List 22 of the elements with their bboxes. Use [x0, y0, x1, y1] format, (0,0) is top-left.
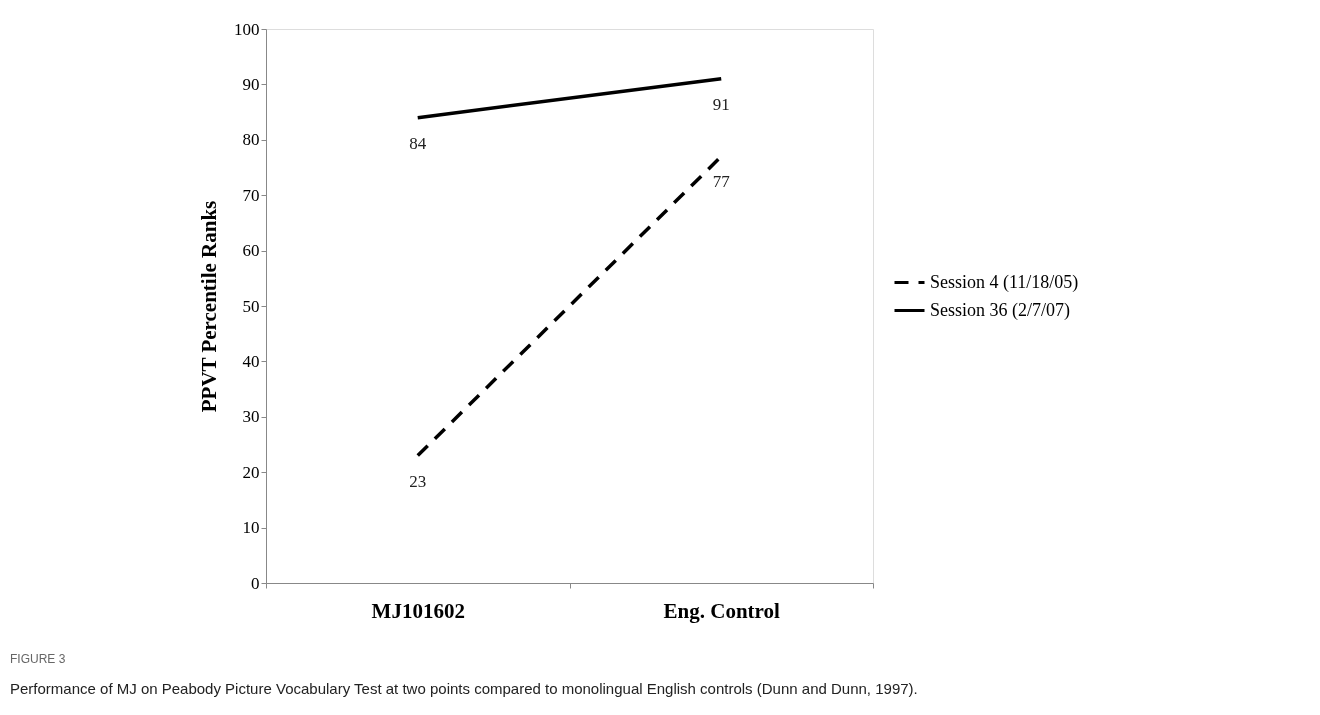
x-tick-label: MJ101602 — [371, 598, 465, 623]
data-label: 91 — [712, 94, 730, 114]
legend-label: Session 36 (2/7/07) — [930, 299, 1071, 321]
y-tick-label: 0 — [251, 573, 260, 593]
y-tick-label: 40 — [242, 351, 260, 371]
y-tick-label: 20 — [242, 462, 260, 482]
y-axis-title: PPVT Percentile Ranks — [197, 200, 221, 413]
data-label: 77 — [712, 172, 731, 192]
y-tick-label: 30 — [242, 407, 260, 427]
y-tick-label: 100 — [234, 19, 260, 39]
y-tick-label: 60 — [242, 241, 260, 261]
y-tick-label: 10 — [242, 518, 260, 538]
x-tick-label: Eng. Control — [663, 598, 781, 623]
y-tick-label: 50 — [242, 296, 260, 316]
y-tick-label: 90 — [242, 74, 260, 94]
data-label: 84 — [409, 133, 427, 153]
caption: FIGURE 3 — [10, 652, 66, 666]
y-tick-label: 70 — [242, 185, 260, 205]
y-tick-label: 80 — [242, 130, 260, 150]
text: Performance of MJ on Peabody Picture Vocabulary Test at two points compared to monolingual English controls (Dunn and Dunn, 1997). — [10, 680, 918, 697]
data-label: 23 — [409, 471, 427, 491]
legend-label: Session 4 (11/18/05) — [930, 271, 1079, 293]
